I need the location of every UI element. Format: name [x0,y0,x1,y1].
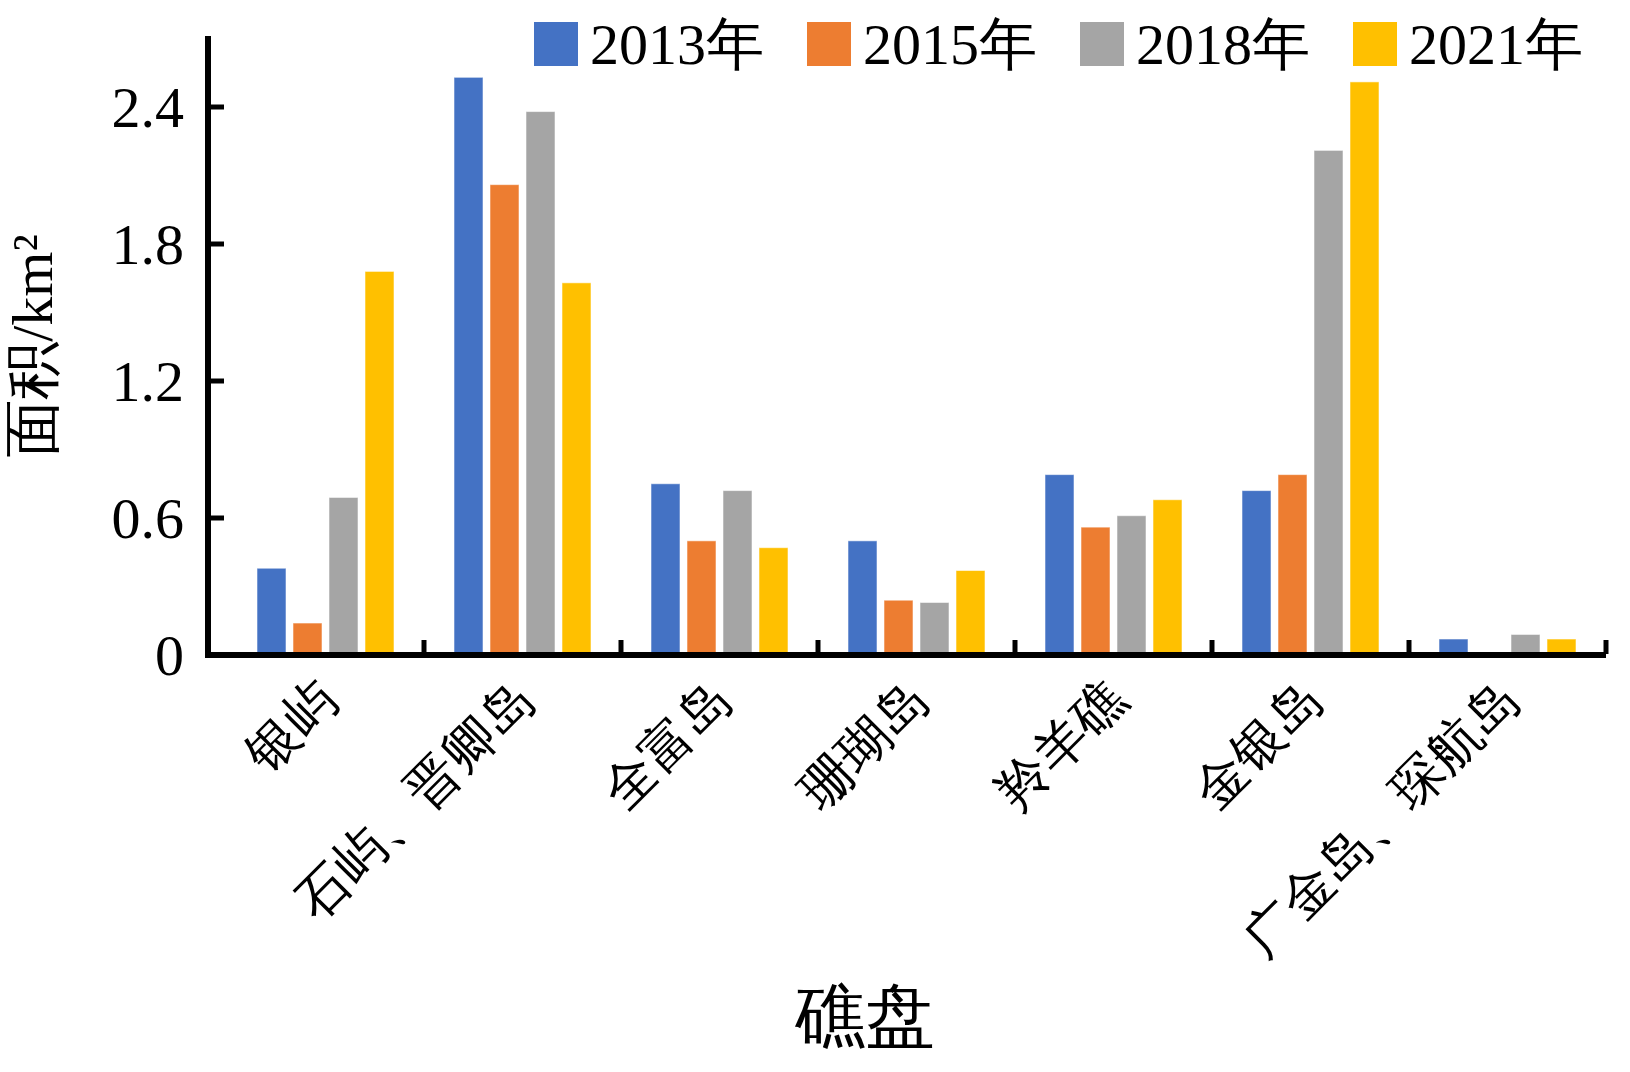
legend-label: 2015年 [863,12,1037,77]
legend-label: 2021年 [1409,12,1583,77]
bar-2013年-羚羊礁 [1045,475,1074,655]
bar-2018年-石屿、晋卿岛 [526,112,555,655]
bar-2018年-全富岛 [723,491,752,655]
legend: 2013年 2015年 2018年 2021年 [534,12,1583,77]
bar-2015年-银屿 [293,623,322,655]
y-tick-label: 1.2 [112,349,185,414]
y-axis-title: 面积/km² [0,234,65,458]
bar-2021年-金银岛 [1350,82,1379,655]
bar-2015年-石屿、晋卿岛 [490,185,519,655]
chart-canvas: 00.61.21.82.4银屿石屿、晋卿岛全富岛珊瑚岛羚羊礁金银岛广金岛、琛航岛… [0,0,1630,1072]
bar-2021年-羚羊礁 [1153,500,1182,655]
y-tick-label: 0.6 [112,486,185,551]
legend-swatch-2021年 [1353,22,1397,66]
bar-2015年-羚羊礁 [1081,527,1110,655]
legend-item: 2018年 [1080,12,1310,77]
legend-item: 2021年 [1353,12,1583,77]
legend-swatch-2018年 [1080,22,1124,66]
bar-2013年-石屿、晋卿岛 [454,77,483,655]
bar-2015年-全富岛 [687,541,716,655]
x-category-label: 羚羊礁 [986,669,1137,820]
bar-2018年-羚羊礁 [1117,516,1146,655]
legend-item: 2013年 [534,12,764,77]
bar-2013年-珊瑚岛 [848,541,877,655]
x-category-label: 珊瑚岛 [789,669,940,820]
bar-2013年-全富岛 [651,484,680,655]
legend-swatch-2015年 [807,22,851,66]
bar-2021年-珊瑚岛 [956,571,985,655]
bar-2018年-金银岛 [1314,150,1343,655]
x-category-label: 金银岛 [1183,669,1334,820]
legend-swatch-2013年 [534,22,578,66]
y-tick-label: 1.8 [112,212,185,277]
legend-label: 2013年 [590,12,764,77]
bar-2018年-银屿 [329,497,358,655]
bars-layer [257,77,1576,655]
bar-2013年-金银岛 [1242,491,1271,655]
x-category-label: 全富岛 [592,669,743,820]
bar-2018年-珊瑚岛 [920,602,949,655]
bar-2018年-广金岛、琛航岛 [1511,634,1540,655]
legend-item: 2015年 [807,12,1037,77]
bar-2015年-金银岛 [1278,475,1307,655]
legend-label: 2018年 [1136,12,1310,77]
bar-2021年-银屿 [365,271,394,655]
bar-2021年-石屿、晋卿岛 [562,283,591,655]
bar-2013年-银屿 [257,568,286,655]
bar-2015年-珊瑚岛 [884,600,913,655]
x-axis-title: 礁盘 [794,978,935,1055]
x-category-label: 银屿 [234,669,349,784]
y-tick-label: 2.4 [112,75,185,140]
bar-chart-figure: 00.61.21.82.4银屿石屿、晋卿岛全富岛珊瑚岛羚羊礁金银岛广金岛、琛航岛… [0,0,1630,1072]
y-tick-label: 0 [155,623,184,688]
bar-2021年-全富岛 [759,548,788,655]
